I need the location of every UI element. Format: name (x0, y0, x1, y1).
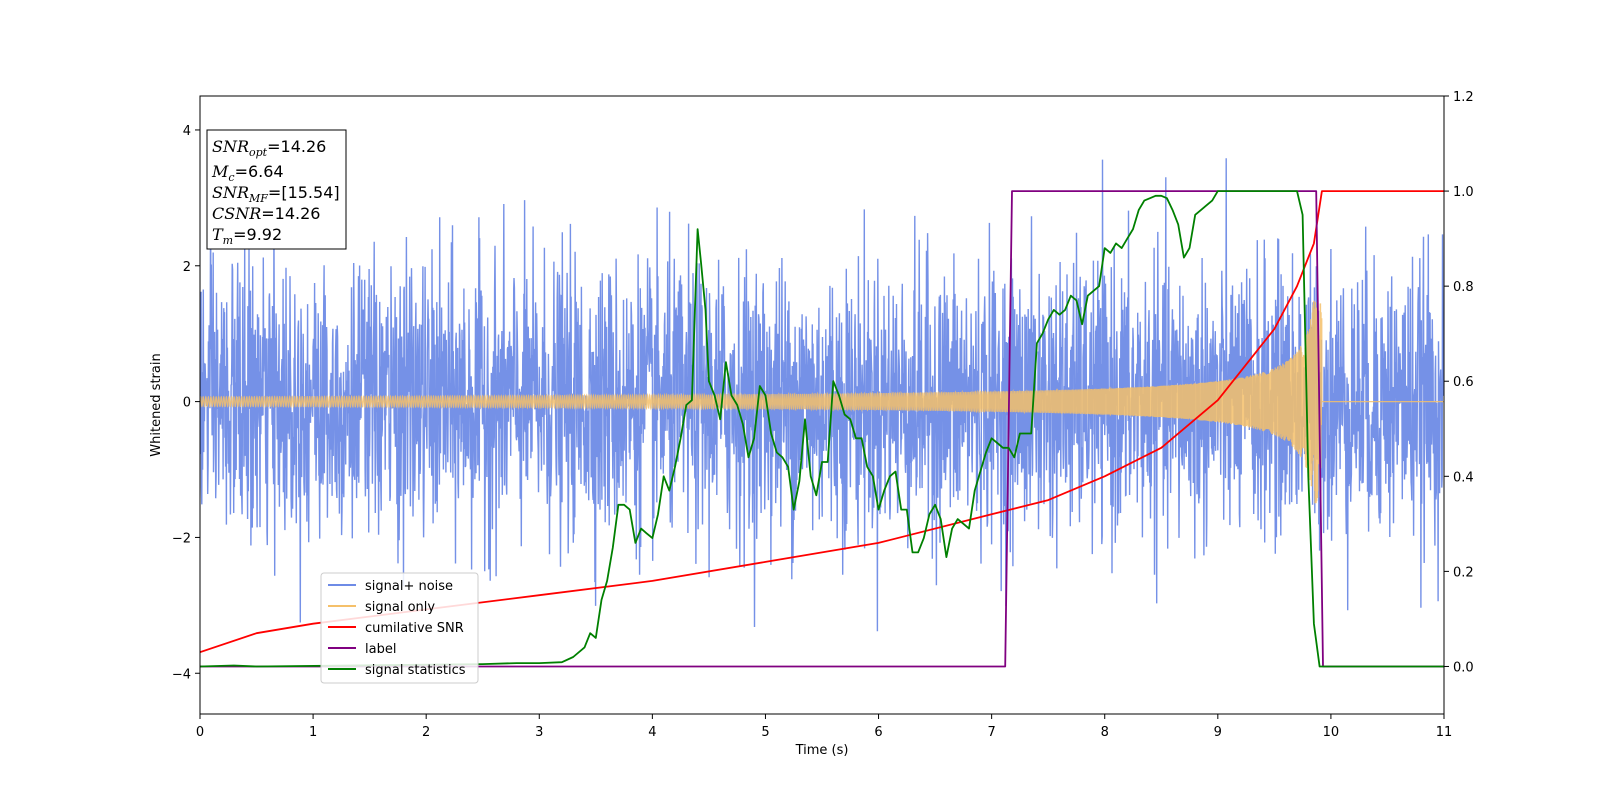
y-left-tick-label-4: 4 (183, 124, 191, 139)
x-tick-label-5: 5 (761, 725, 769, 740)
x-tick-label-1: 1 (309, 725, 317, 740)
y-right-tick-label-0.8: 0.8 (1453, 280, 1474, 295)
annotation-symbol: M (211, 162, 229, 181)
legend-frame (320, 572, 479, 684)
annotation-subscript: c (228, 171, 234, 184)
x-tick-label-9: 9 (1214, 725, 1222, 740)
plot-frame (199, 95, 1445, 715)
annotation-line: SNRopt=14.26 (212, 137, 326, 159)
y-right-tick-label-1.2: 1.2 (1453, 90, 1474, 105)
legend-entry: label (365, 642, 396, 657)
x-tick-label-6: 6 (874, 725, 882, 740)
annotation-value: =[15.54] (268, 183, 340, 202)
annotation-symbol: T (212, 225, 224, 244)
annotation-symbol: SNR (212, 137, 249, 156)
annotation-subscript: opt (249, 146, 268, 159)
annotation-value: =14.26 (267, 137, 326, 156)
annotation-frame (206, 129, 347, 250)
x-tick-label-8: 8 (1101, 725, 1109, 740)
annotation-line: Tm=9.92 (212, 225, 282, 247)
x-tick-label-3: 3 (535, 725, 543, 740)
y-left-tick-label--4: −4 (172, 667, 191, 682)
x-tick-label-0: 0 (196, 725, 204, 740)
ticks-layer: 0 1 2 3 4 5 6 7 8 9 10 11 −4 −2 0 2 4 0.0 0.2 0.4 0.6 0.8 1.0 1… (172, 90, 1474, 740)
annotation-subscript: m (223, 234, 233, 247)
x-tick-label-11: 11 (1436, 725, 1453, 740)
y-left-tick-label-2: 2 (183, 260, 191, 275)
legend-entry: signal+ noise (365, 579, 453, 594)
legend: signal+ noise signal only cumilative SNR la… (320, 572, 479, 684)
y-axis-label: Whitened strain (149, 353, 164, 456)
annotation-value: =6.64 (235, 162, 284, 181)
annotation-line: Mc=6.64 (211, 162, 284, 184)
annotation-symbol: CSNR (212, 204, 261, 223)
series-signal-statistics (200, 190, 1444, 668)
annotation-symbol: SNR (212, 183, 249, 202)
y-right-tick-label-0.2: 0.2 (1453, 565, 1474, 580)
series-signal-only (200, 300, 1444, 504)
x-tick-label-7: 7 (987, 725, 995, 740)
x-axis-label: Time (s) (795, 743, 849, 758)
annotation-value: =14.26 (261, 204, 320, 223)
x-tick-label-10: 10 (1323, 725, 1340, 740)
y-left-tick-label--2: −2 (172, 531, 191, 546)
annotation-line: SNRMF=[15.54] (212, 183, 340, 205)
x-tick-label-4: 4 (648, 725, 656, 740)
y-right-tick-label-0.4: 0.4 (1453, 470, 1474, 485)
legend-entry: signal only (365, 600, 435, 615)
y-right-tick-label-0.6: 0.6 (1453, 375, 1474, 390)
y-right-tick-label-0.0: 0.0 (1453, 660, 1474, 675)
y-left-tick-label-0: 0 (183, 396, 191, 411)
x-tick-label-2: 2 (422, 725, 430, 740)
legend-entry: signal statistics (365, 663, 466, 678)
annotation-line: CSNR=14.26 (212, 204, 320, 223)
y-right-tick-label-1.0: 1.0 (1453, 185, 1474, 200)
annotation-subscript: MF (248, 192, 268, 205)
annotation-box: SNRopt=14.26Mc=6.64SNRMF=[15.54]CSNR=14.… (206, 129, 347, 250)
annotation-value: =9.92 (233, 225, 282, 244)
legend-entry: cumilative SNR (365, 621, 464, 636)
